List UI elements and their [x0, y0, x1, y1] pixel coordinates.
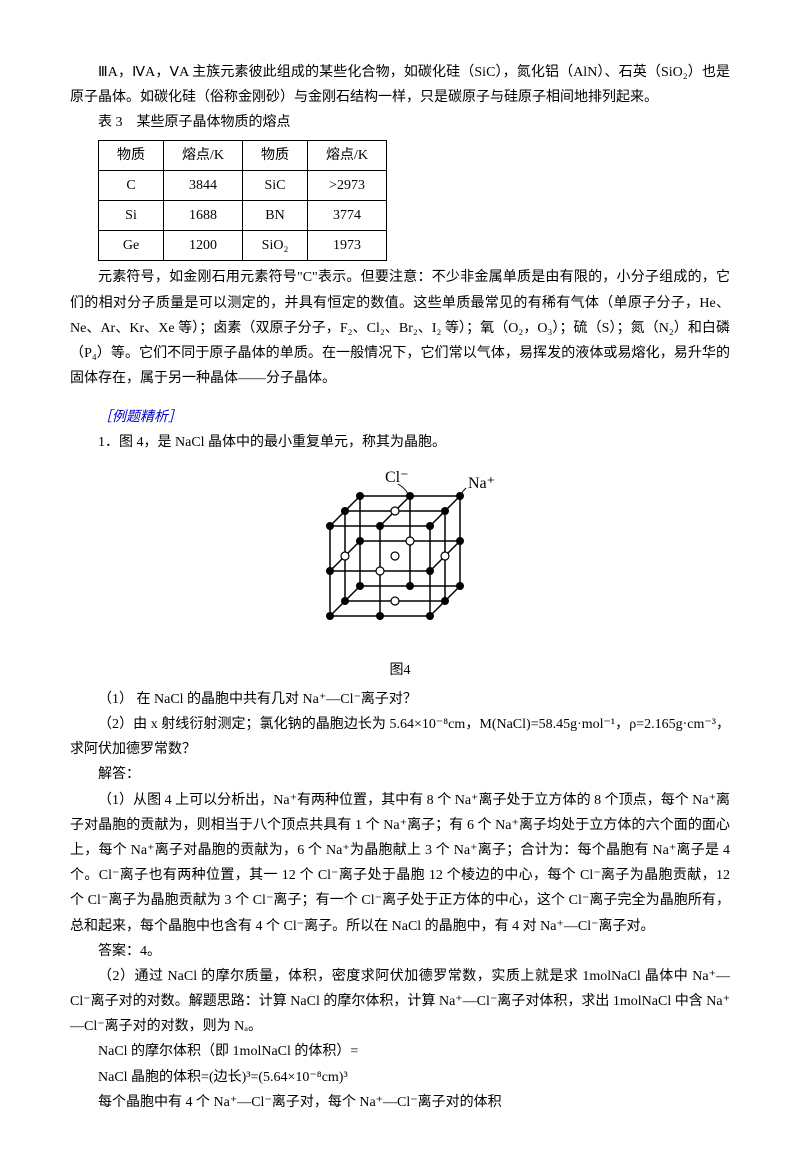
answer-1: （1）从图 4 上可以分析出，Na⁺有两种位置，其中有 8 个 Na⁺离子处于立… — [70, 788, 730, 939]
cell: C — [99, 170, 164, 200]
cl-label: Cl⁻ — [385, 469, 409, 486]
melting-point-table: 物质 熔点/K 物质 熔点/K C 3844 SiC >2973 Si 1688… — [98, 140, 387, 262]
na-label: Na⁺ — [468, 475, 495, 492]
crystal-diagram-icon: Cl⁻ Na⁺ — [290, 466, 510, 656]
nacl-unit-cell-figure: Cl⁻ Na⁺ 图4 — [70, 466, 730, 683]
cell: >2973 — [308, 170, 387, 200]
question-2: （2）由 x 射线衍射测定；氯化钠的晶胞边长为 5.64×10⁻⁸cm，M(Na… — [70, 712, 730, 762]
table-row: Si 1688 BN 3774 — [99, 200, 387, 230]
figure-caption: 图4 — [70, 658, 730, 683]
table-header-row: 物质 熔点/K 物质 熔点/K — [99, 140, 387, 170]
section-heading: ［例题精析］ — [70, 405, 730, 430]
cell: 3844 — [164, 170, 243, 200]
col-substance-2: 物质 — [243, 140, 308, 170]
answer-2-p1: （2）通过 NaCl 的摩尔质量，体积，密度求阿伏加德罗常数，实质上就是求 1m… — [70, 964, 730, 1040]
cell: Si — [99, 200, 164, 230]
answer-label: 解答： — [70, 762, 730, 787]
cell: 3774 — [308, 200, 387, 230]
final-answer: 答案：4。 — [70, 939, 730, 964]
cell: SiC — [243, 170, 308, 200]
answer-2-p2: NaCl 的摩尔体积（即 1molNaCl 的体积）= — [70, 1039, 730, 1064]
problem-intro: 1．图 4，是 NaCl 晶体中的最小重复单元，称其为晶胞。 — [70, 430, 730, 455]
col-substance-1: 物质 — [99, 140, 164, 170]
table-caption: 表 3 某些原子晶体物质的熔点 — [70, 110, 730, 135]
cell: 1200 — [164, 231, 243, 261]
cell: SiO₂ — [243, 231, 308, 261]
cell: 1688 — [164, 200, 243, 230]
cell: BN — [243, 200, 308, 230]
table-row: C 3844 SiC >2973 — [99, 170, 387, 200]
col-mp-1: 熔点/K — [164, 140, 243, 170]
question-1: （1） 在 NaCl 的晶胞中共有几对 Na⁺—Cl⁻离子对？ — [70, 687, 730, 712]
para-after-table: 元素符号，如金刚石用元素符号"C"表示。但要注意：不少非金属单质是由有限的，小分… — [70, 265, 730, 391]
table-row: Ge 1200 SiO₂ 1973 — [99, 231, 387, 261]
cell: 1973 — [308, 231, 387, 261]
cell: Ge — [99, 231, 164, 261]
answer-2-p3: NaCl 晶胞的体积=(边长)³=(5.64×10⁻⁸cm)³ — [70, 1065, 730, 1090]
intro-paragraph: ⅢA，ⅣA，ⅤA 主族元素彼此组成的某些化合物，如碳化硅（SiC），氮化铝（Al… — [70, 60, 730, 110]
col-mp-2: 熔点/K — [308, 140, 387, 170]
answer-2-p4: 每个晶胞中有 4 个 Na⁺—Cl⁻离子对，每个 Na⁺—Cl⁻离子对的体积 — [70, 1090, 730, 1115]
